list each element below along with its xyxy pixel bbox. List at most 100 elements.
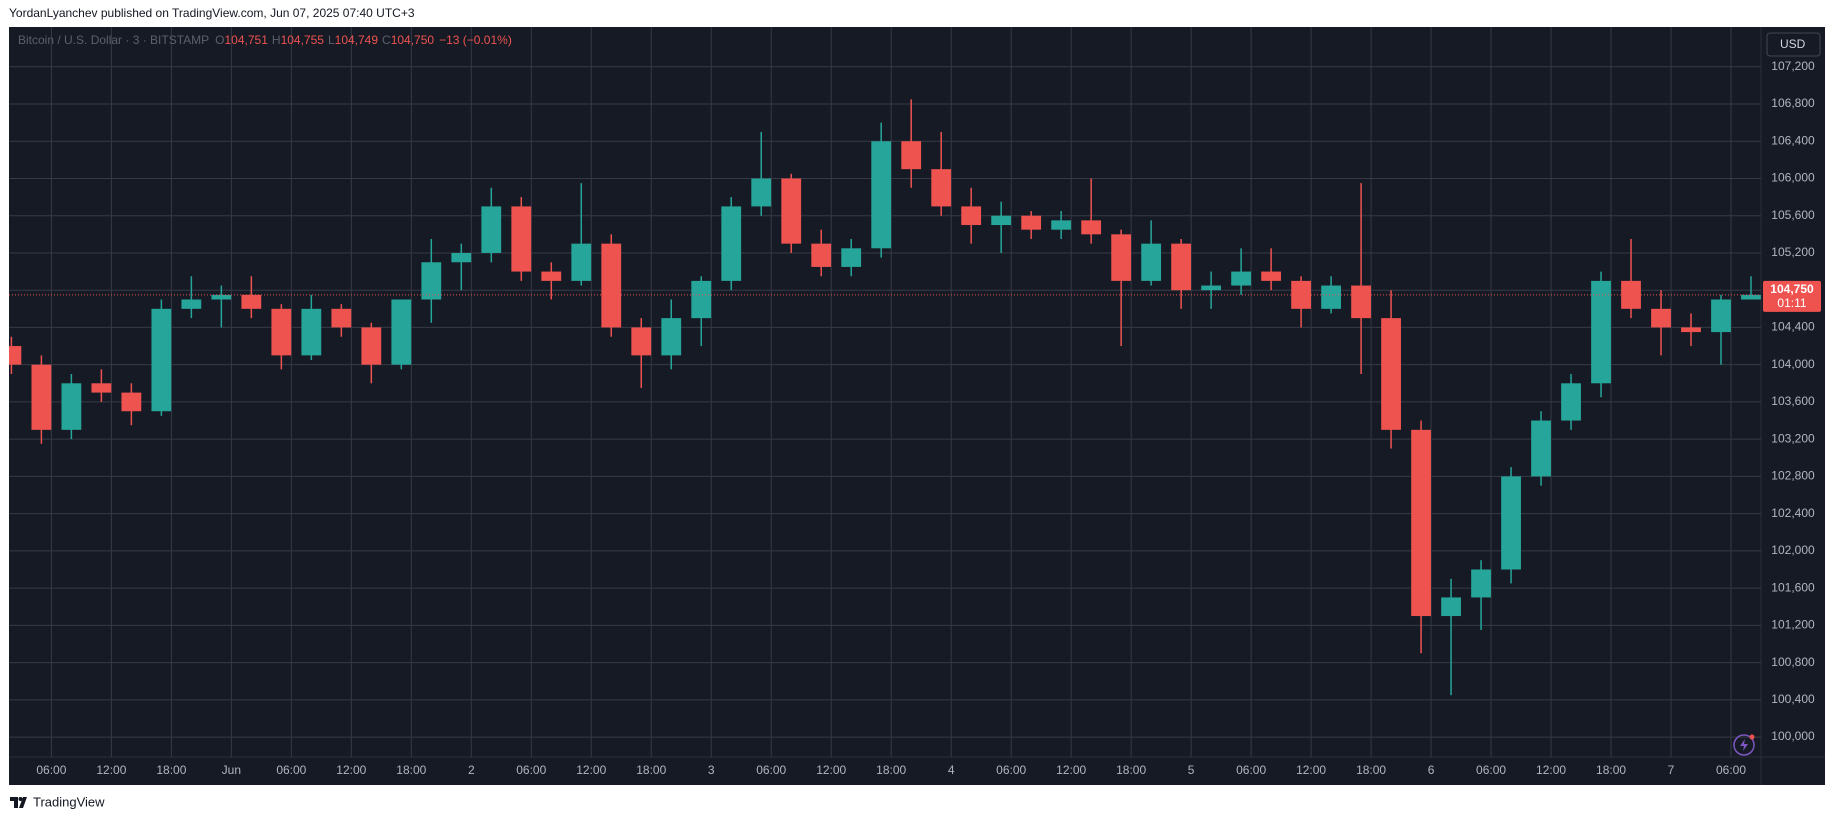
chart-frame <box>9 27 1825 785</box>
candle-body <box>91 383 112 393</box>
x-tick-label: 12:00 <box>576 763 606 777</box>
ohlc-value: 104,749 <box>335 33 379 47</box>
y-tick-label: 102,400 <box>1771 506 1815 520</box>
x-tick-label: 18:00 <box>1116 763 1146 777</box>
x-tick-label: 2 <box>468 763 475 777</box>
candle-body <box>1231 271 1252 286</box>
candle-body <box>1411 429 1431 617</box>
ohlc-key: H <box>272 33 281 47</box>
y-tick-label: 104,000 <box>1771 357 1815 371</box>
x-tick-label: 06:00 <box>36 763 66 777</box>
candle-body <box>421 262 442 300</box>
candle-body <box>331 308 352 328</box>
candles <box>9 99 1761 696</box>
candle-body <box>961 206 982 226</box>
y-tick-label: 105,600 <box>1771 208 1815 222</box>
x-tick-label: 5 <box>1188 763 1195 777</box>
y-tick-label: 104,400 <box>1771 320 1815 334</box>
lightning-icon[interactable] <box>1733 734 1755 756</box>
candle-body <box>1291 280 1312 309</box>
candle-body <box>691 280 712 319</box>
candle-body <box>871 141 892 249</box>
candle-body <box>1021 215 1042 230</box>
candle-body <box>1441 597 1461 617</box>
y-tick-label: 106,400 <box>1771 133 1815 147</box>
candle-body <box>1711 299 1731 333</box>
candle-body <box>1651 308 1671 328</box>
candle-body <box>301 308 322 356</box>
x-tick-label: 18:00 <box>636 763 666 777</box>
y-tick-label: 102,800 <box>1771 469 1815 483</box>
y-tick-label: 105,200 <box>1771 245 1815 259</box>
candle-body <box>751 178 772 207</box>
x-tick-label: 12:00 <box>336 763 366 777</box>
y-tick-label: 102,000 <box>1771 543 1815 557</box>
candle-body <box>631 327 652 356</box>
y-tick-label: 103,200 <box>1771 431 1815 445</box>
footer-brand: TradingView <box>33 794 105 809</box>
candle-body <box>511 206 532 272</box>
ohlc-key: L <box>328 33 335 47</box>
symbol: Bitcoin / U.S. Dollar · 3 · BITSTAMP <box>18 33 209 47</box>
price-change: −13 (−0.01%) <box>439 33 512 47</box>
y-tick-label: 100,000 <box>1771 729 1815 743</box>
x-tick-label: 18:00 <box>156 763 186 777</box>
ohlc-key: O <box>215 33 224 47</box>
x-tick-label: 6 <box>1428 763 1435 777</box>
x-tick-label: 4 <box>948 763 955 777</box>
candle-body <box>1561 383 1581 421</box>
candle-body <box>181 299 202 309</box>
candle-body <box>1681 327 1701 333</box>
candle-body <box>391 299 412 365</box>
y-tick-label: 106,800 <box>1771 96 1815 110</box>
overlay: 100,000 100,400 100,800 101,200 101,600 102,0… <box>9 33 1821 777</box>
candle-body <box>211 294 232 300</box>
candle-body <box>811 243 832 267</box>
symbol-legend: Bitcoin / U.S. Dollar · 3 · BITSTAMP O 104… <box>18 33 512 47</box>
x-tick-label: 18:00 <box>1356 763 1386 777</box>
candle-body <box>1201 285 1222 291</box>
ohlc-value: 104,755 <box>281 33 325 47</box>
tradingview-logo <box>10 797 27 808</box>
candle-body <box>781 178 802 244</box>
candle-body <box>991 215 1012 226</box>
candle-body <box>931 169 952 207</box>
candle-body <box>1321 285 1341 309</box>
publish-header: YordanLyanchev published on TradingView.… <box>9 6 415 20</box>
x-tick-label: 06:00 <box>1236 763 1266 777</box>
y-tick-label: 103,600 <box>1771 394 1815 408</box>
candle-body <box>1171 243 1192 291</box>
candle-body <box>31 364 52 430</box>
candle-body <box>121 392 142 412</box>
countdown: 01:11 <box>1777 296 1806 310</box>
x-tick-label: Jun <box>222 763 241 777</box>
candle-body <box>601 243 622 328</box>
last-price-tag <box>1763 280 1821 312</box>
x-tick-label: 12:00 <box>1536 763 1566 777</box>
candle-body <box>451 252 472 263</box>
x-tick-label: 06:00 <box>276 763 306 777</box>
y-tick-label: 100,800 <box>1771 655 1815 669</box>
candle-body <box>151 308 172 412</box>
x-tick-label: 06:00 <box>996 763 1026 777</box>
x-tick-label: 12:00 <box>816 763 846 777</box>
x-tick-label: 18:00 <box>1596 763 1626 777</box>
x-tick-label: 06:00 <box>756 763 786 777</box>
candle-body <box>361 327 382 365</box>
candle-body <box>841 248 862 267</box>
y-tick-label: 101,600 <box>1771 580 1815 594</box>
candle-body <box>1351 285 1371 319</box>
x-tick-label: 7 <box>1668 763 1675 777</box>
candle-body <box>1081 220 1102 235</box>
last-price-label: 104,750 <box>1770 282 1814 296</box>
candle-body <box>541 271 562 281</box>
candle-body <box>1111 234 1132 281</box>
candle-body <box>571 243 592 281</box>
candle-body <box>9 346 22 365</box>
y-tick-label: 106,000 <box>1771 171 1815 185</box>
x-tick-label: 06:00 <box>1476 763 1506 777</box>
currency: USD <box>1780 37 1806 51</box>
currency-box[interactable] <box>1766 32 1821 57</box>
